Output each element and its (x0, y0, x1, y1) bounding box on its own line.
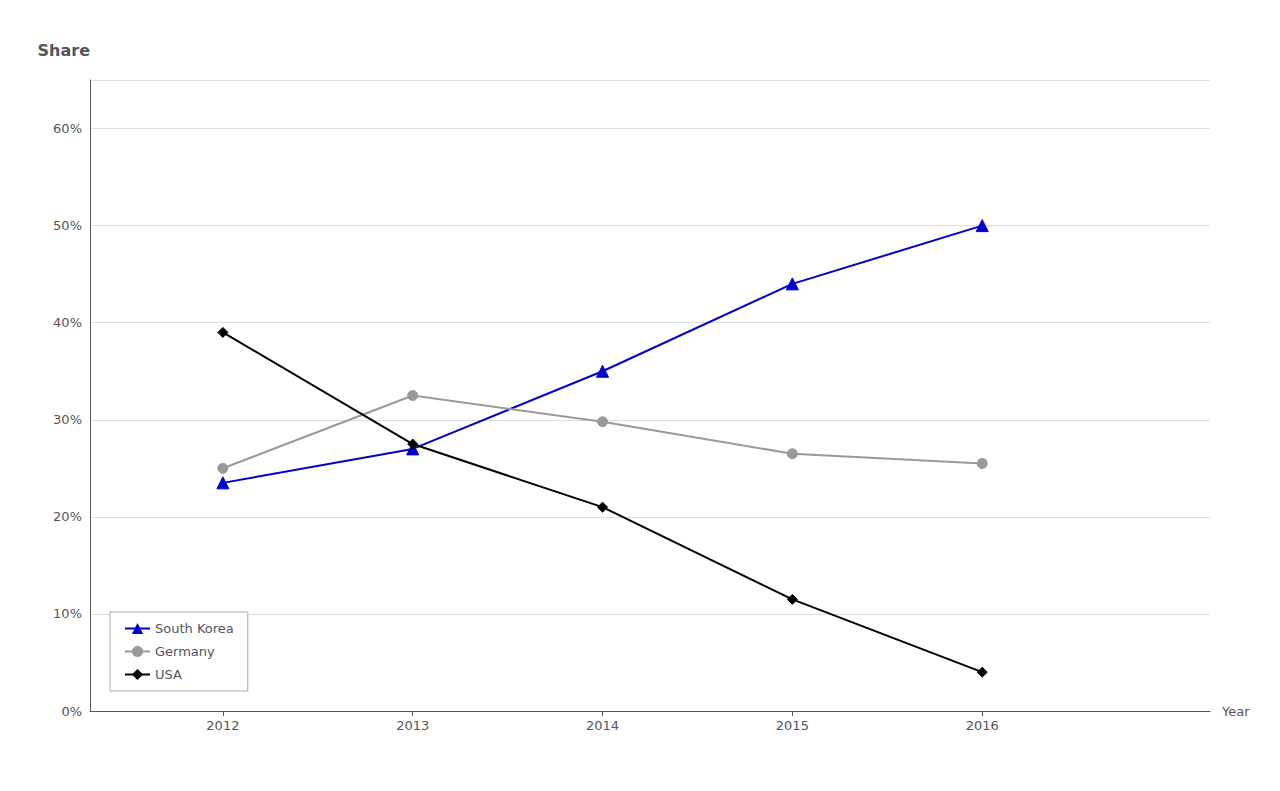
svg-text:40%: 40% (53, 315, 82, 330)
svg-text:Share: Share (38, 41, 91, 60)
svg-text:2015: 2015 (776, 718, 809, 733)
svg-text:50%: 50% (53, 218, 82, 233)
svg-text:Year: Year (1221, 704, 1250, 719)
svg-text:60%: 60% (53, 121, 82, 136)
svg-text:2013: 2013 (396, 718, 429, 733)
svg-text:Germany: Germany (155, 644, 215, 659)
svg-text:2014: 2014 (586, 718, 619, 733)
svg-text:2012: 2012 (206, 718, 239, 733)
svg-text:0%: 0% (61, 704, 82, 719)
svg-text:South Korea: South Korea (155, 621, 234, 636)
svg-text:20%: 20% (53, 509, 82, 524)
svg-text:10%: 10% (53, 606, 82, 621)
svg-text:USA: USA (155, 667, 182, 682)
svg-text:30%: 30% (53, 412, 82, 427)
svg-text:2016: 2016 (966, 718, 999, 733)
